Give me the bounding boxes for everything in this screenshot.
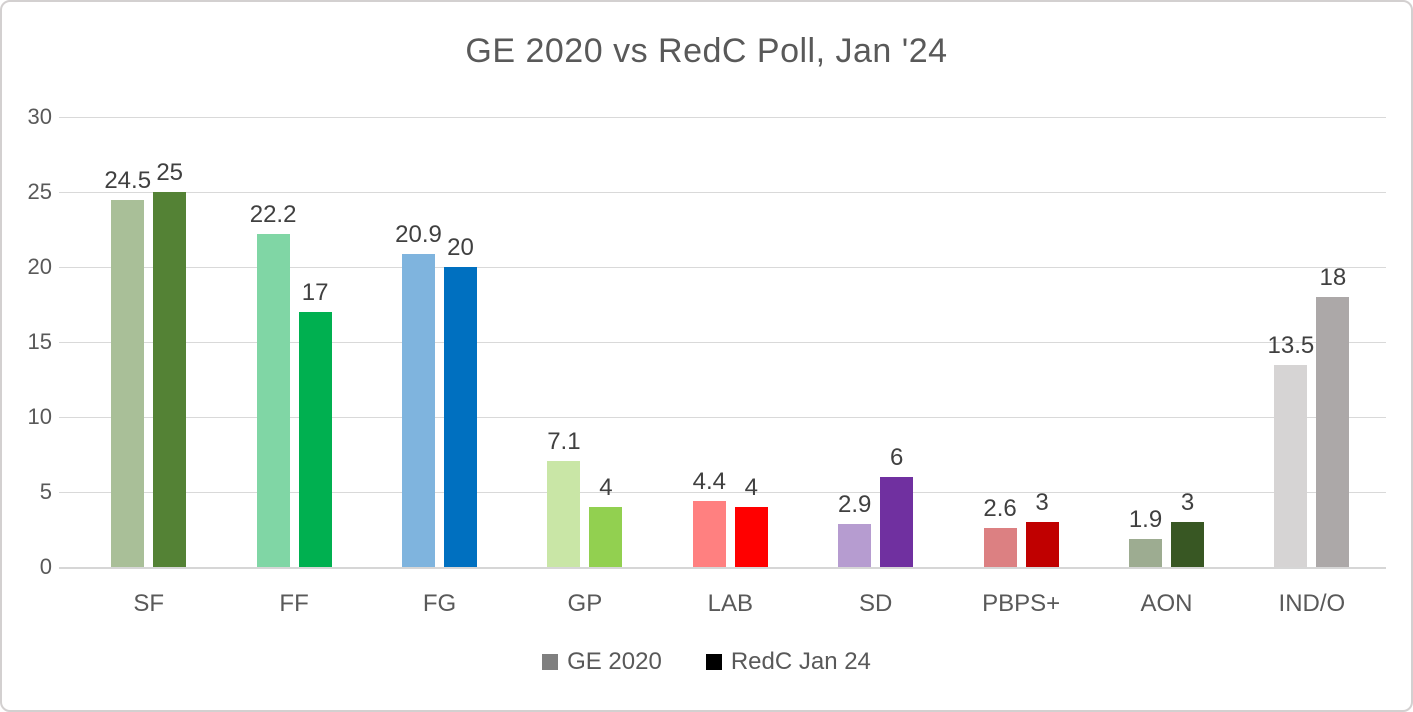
- value-label: 18: [1319, 264, 1347, 291]
- bar-ge-2020-fg: [402, 253, 435, 567]
- legend-marker-icon: [542, 654, 559, 670]
- category-label: IND/O: [1278, 590, 1346, 617]
- value-label: 20.9: [395, 220, 442, 248]
- value-label: 4: [744, 474, 758, 501]
- bar-ge-2020-sf: [111, 199, 145, 567]
- bar-ge-2020-gp: [547, 460, 581, 567]
- value-label: 1.9: [1128, 505, 1163, 533]
- value-label: 24.5: [104, 166, 152, 194]
- bar-redc-jan-24-aon: [1171, 522, 1204, 567]
- value-label: 6: [890, 444, 904, 471]
- y-tick-label: 10: [27, 404, 52, 429]
- category-label: GP: [567, 590, 603, 617]
- gridline: [59, 492, 1386, 493]
- x-axis-line: [59, 567, 1386, 569]
- bar-ge-2020-ind-o: [1274, 364, 1308, 567]
- category-label: FG: [422, 590, 457, 617]
- gridline: [59, 342, 1386, 343]
- category-label: SD: [859, 590, 893, 617]
- bar-ge-2020-pbps-: [983, 528, 1017, 567]
- bar-redc-jan-24-pbps-: [1025, 522, 1059, 567]
- legend-marker-icon: [705, 654, 722, 670]
- value-label: 7.1: [547, 427, 581, 455]
- legend-item-ge-2020: GE 2020: [542, 648, 662, 676]
- value-label: 4: [599, 474, 613, 501]
- value-label: 3: [1180, 489, 1195, 516]
- bar-redc-jan-24-lab: [734, 507, 768, 567]
- bar-redc-jan-24-ind-o: [1316, 297, 1350, 567]
- gridline: [59, 267, 1386, 268]
- legend-label: GE 2020: [567, 648, 662, 675]
- y-tick-label: 0: [39, 554, 52, 579]
- legend: GE 2020 RedC Jan 24: [2, 648, 1411, 676]
- category-label: LAB: [707, 590, 753, 617]
- value-label: 13.5: [1267, 331, 1315, 359]
- value-label: 2.9: [838, 490, 872, 518]
- y-tick-label: 15: [27, 329, 52, 354]
- category-label: SF: [133, 590, 165, 617]
- y-tick-label: 30: [27, 104, 52, 129]
- y-tick-label: 20: [27, 254, 52, 279]
- bar-redc-jan-24-fg: [444, 267, 477, 567]
- gridline: [59, 417, 1386, 418]
- bar-redc-jan-24-ff: [298, 312, 332, 567]
- legend-item-redc-jan-24: RedC Jan 24: [705, 648, 871, 676]
- category-label: AON: [1140, 590, 1193, 617]
- bar-redc-jan-24-sd: [880, 477, 914, 567]
- bar-redc-jan-24-gp: [589, 507, 623, 567]
- y-tick-label: 25: [27, 179, 52, 204]
- bar-ge-2020-sd: [838, 523, 872, 567]
- value-label: 22.2: [249, 201, 297, 228]
- value-label: 4.4: [692, 468, 726, 495]
- bar-ge-2020-ff: [256, 234, 290, 567]
- y-tick-label: 5: [39, 479, 52, 504]
- bar-redc-jan-24-sf: [153, 192, 187, 567]
- category-label: PBPS+: [982, 590, 1061, 617]
- legend-label: RedC Jan 24: [730, 648, 871, 675]
- value-label: 2.6: [983, 495, 1017, 522]
- value-label: 20: [447, 234, 474, 261]
- bar-ge-2020-lab: [692, 501, 726, 567]
- bar-ge-2020-aon: [1129, 538, 1162, 567]
- category-label: FF: [279, 590, 309, 617]
- chart-title: GE 2020 vs RedC Poll, Jan '24: [465, 32, 948, 70]
- gridline: [59, 192, 1386, 193]
- value-label: 3: [1035, 489, 1049, 516]
- value-label: 17: [301, 279, 329, 306]
- value-label: 25: [156, 159, 184, 186]
- gridline: [59, 117, 1386, 118]
